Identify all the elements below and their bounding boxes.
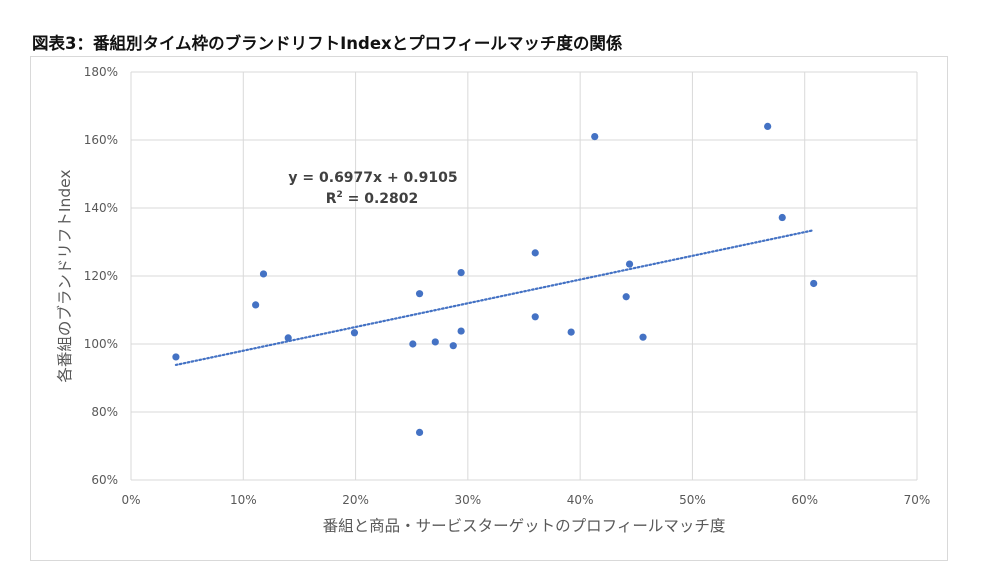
x-tick-label: 40% <box>567 493 594 507</box>
x-tick-label: 0% <box>121 493 140 507</box>
figure-title: 図表3：番組別タイム枠のブランドリフトIndexとプロフィールマッチ度の関係 <box>32 34 623 53</box>
data-point <box>639 333 647 341</box>
data-point <box>431 338 439 346</box>
x-tick-label: 20% <box>342 493 369 507</box>
y-tick-labels: 60% 80% 100% 120% 140% 160% 180% <box>84 65 118 487</box>
data-point <box>625 260 634 268</box>
data-point <box>531 313 539 321</box>
trendline-group <box>174 229 815 367</box>
data-point <box>810 279 818 288</box>
trendline-equation: y = 0.6977x + 0.9105 <box>288 170 457 186</box>
y-tick-label: 180% <box>84 65 118 79</box>
data-point <box>778 213 786 222</box>
data-point <box>252 301 260 309</box>
r-squared-label: R2 = 0.2802 <box>326 190 419 207</box>
data-point <box>415 428 424 436</box>
y-tick-label: 120% <box>84 269 118 283</box>
x-tick-label: 60% <box>791 493 818 507</box>
x-tick-label: 50% <box>679 493 706 507</box>
chart-frame <box>30 56 948 561</box>
data-points <box>172 122 818 436</box>
data-point <box>764 122 772 130</box>
data-point <box>172 353 180 361</box>
data-point <box>409 340 417 348</box>
y-tick-label: 160% <box>84 133 118 147</box>
data-point <box>284 334 292 342</box>
y-tick-label: 80% <box>91 405 118 419</box>
data-point <box>449 342 457 350</box>
x-tick-label: 70% <box>904 493 931 507</box>
data-point <box>531 249 539 257</box>
horizontal-gridlines <box>131 71 917 481</box>
y-tick-label: 100% <box>84 337 118 351</box>
y-tick-label: 60% <box>91 473 118 487</box>
data-point <box>415 290 424 298</box>
y-tick-label: 140% <box>84 201 118 215</box>
data-point <box>567 328 575 336</box>
r-squared-prefix: R <box>326 191 337 207</box>
trendline <box>174 229 815 367</box>
x-tick-labels: 0% 10% 20% 30% 40% 50% 60% 70% <box>121 493 930 507</box>
r-squared-superscript: 2 <box>337 190 343 200</box>
x-tick-label: 10% <box>230 493 257 507</box>
y-axis-title: 各番組のブランドリフトIndex <box>55 169 74 382</box>
data-point <box>591 133 599 141</box>
data-point <box>622 293 630 301</box>
data-point <box>259 270 268 278</box>
x-axis-title: 番組と商品・サービスターゲットのプロフィールマッチ度 <box>323 517 726 535</box>
data-point <box>457 327 465 335</box>
data-point <box>457 269 465 277</box>
data-point <box>350 329 359 337</box>
r-squared-value: = 0.2802 <box>343 191 419 207</box>
x-tick-label: 30% <box>455 493 482 507</box>
